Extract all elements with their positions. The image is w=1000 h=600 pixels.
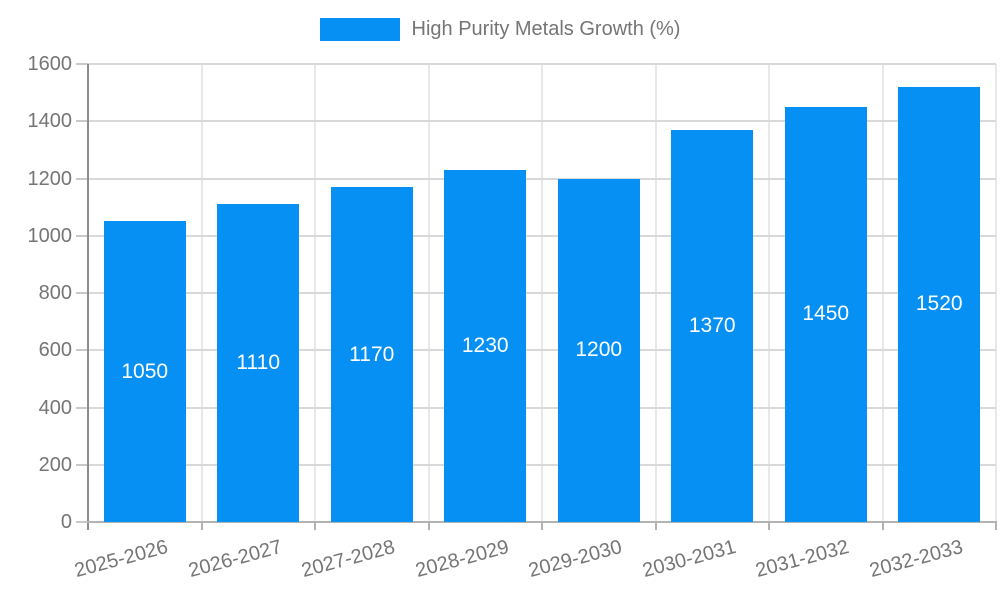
y-axis-tick bbox=[76, 463, 88, 466]
x-axis-tick bbox=[541, 522, 543, 530]
y-axis-tick bbox=[76, 349, 88, 352]
x-axis-tick bbox=[200, 522, 203, 530]
bar[interactable]: 1110 bbox=[217, 204, 300, 522]
h-gridline bbox=[88, 234, 996, 237]
y-axis-tick bbox=[76, 292, 88, 294]
x-axis-tick bbox=[314, 522, 316, 530]
h-gridline bbox=[88, 292, 996, 294]
x-axis-tick bbox=[427, 522, 430, 530]
h-gridline bbox=[88, 463, 996, 466]
x-axis-tick-label: 2025-2026 bbox=[72, 536, 171, 583]
y-axis-tick bbox=[76, 120, 88, 123]
bar[interactable]: 1520 bbox=[898, 86, 981, 522]
y-axis-tick-label: 600 bbox=[38, 339, 72, 362]
h-gridline bbox=[88, 177, 996, 180]
y-axis-tick-label: 1200 bbox=[27, 167, 73, 190]
x-axis-tick-label: 2028-2029 bbox=[412, 536, 511, 583]
bar-value-label: 1050 bbox=[121, 359, 169, 383]
x-axis-tick-label: 2030-2031 bbox=[639, 536, 738, 583]
y-axis-tick bbox=[76, 406, 88, 409]
bar[interactable]: 1450 bbox=[784, 106, 867, 522]
v-gridline bbox=[995, 64, 997, 522]
bar-value-label: 1520 bbox=[915, 292, 963, 316]
bar-value-label: 1450 bbox=[802, 302, 850, 326]
x-axis-baseline bbox=[87, 521, 997, 523]
x-axis-tick bbox=[995, 522, 997, 530]
h-gridline bbox=[88, 120, 996, 123]
y-axis-tick bbox=[76, 521, 88, 523]
bar-value-label: 1170 bbox=[349, 342, 395, 366]
bar[interactable]: 1170 bbox=[330, 187, 413, 522]
y-axis-tick-label: 800 bbox=[38, 282, 72, 304]
y-axis-tick-label: 400 bbox=[38, 396, 72, 419]
bar-value-label: 1370 bbox=[688, 313, 736, 337]
y-axis-line bbox=[87, 64, 89, 530]
chart-legend[interactable]: High Purity Metals Growth (%) bbox=[0, 18, 1000, 41]
y-axis-tick bbox=[76, 177, 88, 180]
x-axis-tick bbox=[881, 522, 884, 530]
bar[interactable]: 1370 bbox=[671, 129, 754, 522]
h-gridline bbox=[88, 63, 996, 65]
x-axis-tick-label: 2026-2027 bbox=[185, 536, 284, 583]
x-axis-tick-label: 2029-2030 bbox=[526, 536, 625, 583]
y-axis-tick-label: 1600 bbox=[27, 53, 73, 75]
y-axis-tick-label: 1400 bbox=[27, 110, 73, 133]
bar[interactable]: 1200 bbox=[557, 178, 640, 522]
bar-value-label: 1230 bbox=[461, 333, 509, 357]
x-axis-tick-label: 2027-2028 bbox=[299, 536, 398, 583]
legend-swatch bbox=[319, 18, 400, 41]
y-axis-tick-label: 1000 bbox=[27, 224, 73, 247]
bar-value-label: 1200 bbox=[575, 338, 623, 362]
legend-label: High Purity Metals Growth (%) bbox=[411, 18, 681, 40]
bar[interactable]: 1050 bbox=[103, 221, 186, 522]
x-axis-tick bbox=[768, 522, 770, 530]
x-axis-tick-label: 2031-2032 bbox=[753, 536, 852, 583]
y-axis-tick-label: 200 bbox=[38, 453, 72, 476]
bar[interactable]: 1230 bbox=[444, 169, 527, 522]
bar-value-label: 1110 bbox=[236, 351, 281, 375]
y-axis-tick-label: 0 bbox=[60, 511, 72, 533]
h-gridline bbox=[88, 406, 996, 409]
x-axis-tick bbox=[654, 522, 657, 530]
y-axis-tick bbox=[76, 63, 88, 65]
y-axis-tick bbox=[76, 234, 88, 237]
h-gridline bbox=[88, 349, 996, 352]
x-axis-tick-label: 2032-2033 bbox=[866, 536, 965, 583]
